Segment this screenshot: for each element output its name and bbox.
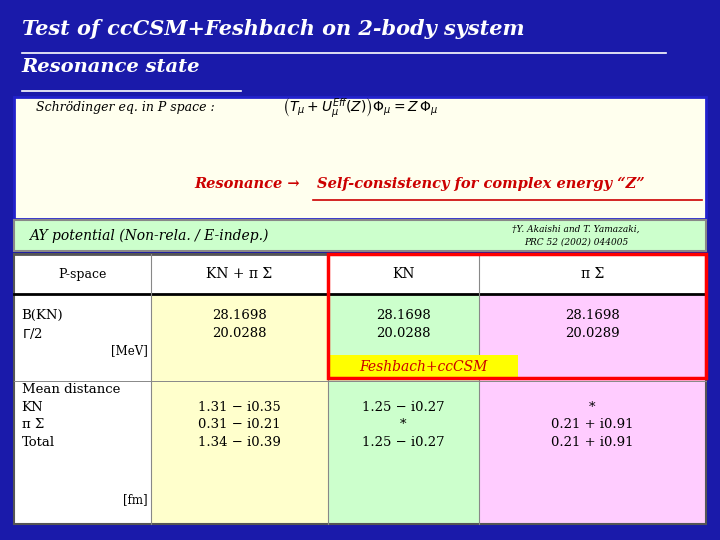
Text: *: *: [589, 401, 595, 414]
Text: 1.31 − i0.35: 1.31 − i0.35: [198, 401, 281, 414]
Text: 28.1698: 28.1698: [376, 309, 431, 322]
Bar: [14, 97, 706, 219]
Text: 0.21 + i0.91: 0.21 + i0.91: [551, 436, 634, 449]
Bar: [328, 254, 706, 378]
Text: $\Gamma$/2: $\Gamma$/2: [22, 326, 42, 341]
Text: Feshbach+ccCSM: Feshbach+ccCSM: [359, 360, 487, 374]
Text: 20.0289: 20.0289: [565, 327, 619, 340]
Text: P-space: P-space: [58, 267, 107, 281]
Bar: [151, 254, 328, 524]
Text: $\left(T_\mu + U_\mu^{Eff}(Z)\right)\Phi_\mu = Z\,\Phi_\mu$: $\left(T_\mu + U_\mu^{Eff}(Z)\right)\Phi…: [282, 96, 438, 120]
Text: AY potential (Non-rela. / E-indep.): AY potential (Non-rela. / E-indep.): [29, 228, 268, 242]
Text: 28.1698: 28.1698: [564, 309, 620, 322]
Text: Total: Total: [22, 436, 55, 449]
Bar: [479, 254, 706, 524]
Bar: [328, 355, 518, 378]
Text: Resonance →: Resonance →: [194, 177, 300, 191]
Text: [fm]: [fm]: [123, 493, 148, 506]
Bar: [14, 220, 706, 251]
Text: 20.0288: 20.0288: [376, 327, 431, 340]
Text: Self-consistency for complex energy “Z”: Self-consistency for complex energy “Z”: [317, 177, 644, 191]
Text: 1.25 − i0.27: 1.25 − i0.27: [362, 436, 444, 449]
Text: KN + π Σ: KN + π Σ: [207, 267, 272, 281]
Text: 1.34 − i0.39: 1.34 − i0.39: [198, 436, 281, 449]
Text: *: *: [400, 418, 407, 431]
Text: 20.0288: 20.0288: [212, 327, 266, 340]
Text: [MeV]: [MeV]: [111, 345, 148, 357]
Text: π Σ: π Σ: [580, 267, 604, 281]
Text: †Y. Akaishi and T. Yamazaki,
PRC 52 (2002) 044005: †Y. Akaishi and T. Yamazaki, PRC 52 (200…: [512, 225, 640, 246]
Text: Resonance state: Resonance state: [22, 58, 200, 76]
Bar: [328, 254, 479, 524]
Text: Test of ccCSM+Feshbach on 2-body system: Test of ccCSM+Feshbach on 2-body system: [22, 19, 524, 39]
Text: 1.25 − i0.27: 1.25 − i0.27: [362, 401, 444, 414]
Text: Mean distance: Mean distance: [22, 383, 120, 396]
Text: π Σ: π Σ: [22, 418, 44, 431]
Bar: [14, 254, 706, 524]
Text: 0.21 + i0.91: 0.21 + i0.91: [551, 418, 634, 431]
Bar: [14, 254, 151, 524]
Text: 0.31 − i0.21: 0.31 − i0.21: [198, 418, 281, 431]
Bar: [14, 254, 706, 294]
Text: Schrödinger eq. in P space :: Schrödinger eq. in P space :: [36, 102, 215, 114]
Text: B(KN): B(KN): [22, 309, 63, 322]
Text: KN: KN: [392, 267, 415, 281]
Text: KN: KN: [22, 401, 43, 414]
Text: 28.1698: 28.1698: [212, 309, 267, 322]
